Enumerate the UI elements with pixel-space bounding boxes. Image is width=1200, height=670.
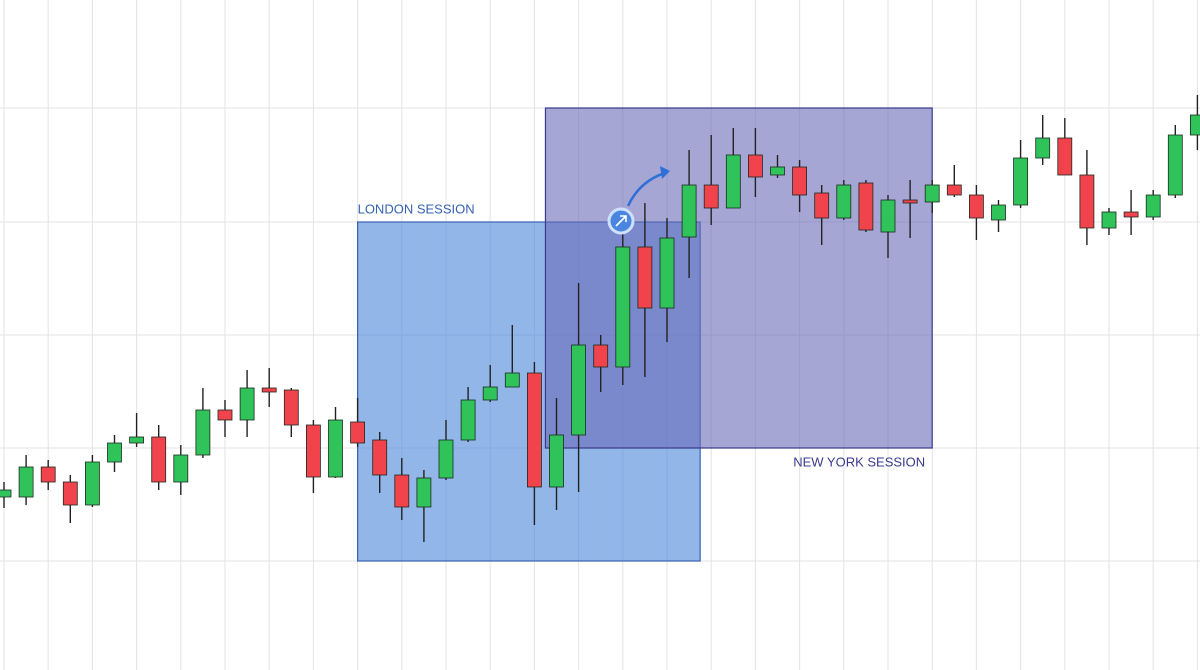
candle-body [394, 474, 410, 508]
icon-glyph [615, 215, 627, 227]
candle-body [350, 421, 366, 444]
candle-body [305, 424, 321, 478]
candle-body [549, 434, 564, 488]
candle-body [1013, 157, 1028, 206]
candle-body [681, 184, 697, 238]
candle-body [62, 481, 78, 506]
candles [0, 95, 1200, 542]
candle-body [924, 184, 940, 203]
candle-body [283, 389, 299, 426]
candle-body [792, 166, 807, 196]
candle-body [217, 409, 233, 421]
candle-body [151, 436, 167, 483]
candle-body [770, 166, 785, 176]
candle-body [460, 399, 476, 441]
candle-body [261, 387, 277, 393]
candle-body [615, 246, 631, 368]
candle-body [527, 372, 542, 488]
arrow-head [660, 166, 670, 179]
candle-body [173, 454, 189, 483]
candle-body [659, 237, 675, 309]
candle-body [946, 184, 962, 196]
candle-body [1190, 114, 1200, 136]
candle-body [239, 387, 255, 421]
candle-body [1079, 174, 1095, 229]
candle-body [836, 184, 852, 219]
candle-body [1035, 137, 1051, 159]
candle-body [85, 461, 100, 506]
candle-body [1101, 211, 1117, 229]
candle-body [1145, 194, 1161, 218]
candle-body [372, 439, 388, 476]
candle-body [195, 409, 211, 456]
candle-body [482, 386, 498, 401]
candle-body [129, 436, 145, 444]
session-label: NEW YORK SESSION [793, 454, 925, 469]
candle-body [438, 439, 454, 479]
candle-body [571, 344, 586, 436]
session-label: LONDON SESSION [358, 201, 475, 216]
candle-body [0, 489, 12, 498]
candle-body [703, 184, 719, 209]
candle-body [748, 154, 763, 178]
candle-body [1167, 134, 1183, 196]
candle-body [991, 204, 1006, 221]
candle-body [814, 192, 830, 219]
candle-body [1123, 211, 1139, 218]
candle-body [637, 246, 653, 309]
candle-body [416, 477, 432, 508]
candle-body [328, 419, 343, 478]
candle-body [858, 182, 874, 231]
candle-body [504, 372, 520, 388]
candle-body [1057, 137, 1073, 176]
candle-body [725, 154, 741, 209]
candle-body [593, 344, 609, 368]
candle-body [107, 442, 122, 463]
candle-body [880, 199, 896, 233]
breakout-icon [607, 166, 670, 235]
candle-body [969, 194, 984, 219]
candle-body [902, 199, 918, 204]
candle-body [18, 466, 34, 498]
candle-body [40, 466, 56, 483]
